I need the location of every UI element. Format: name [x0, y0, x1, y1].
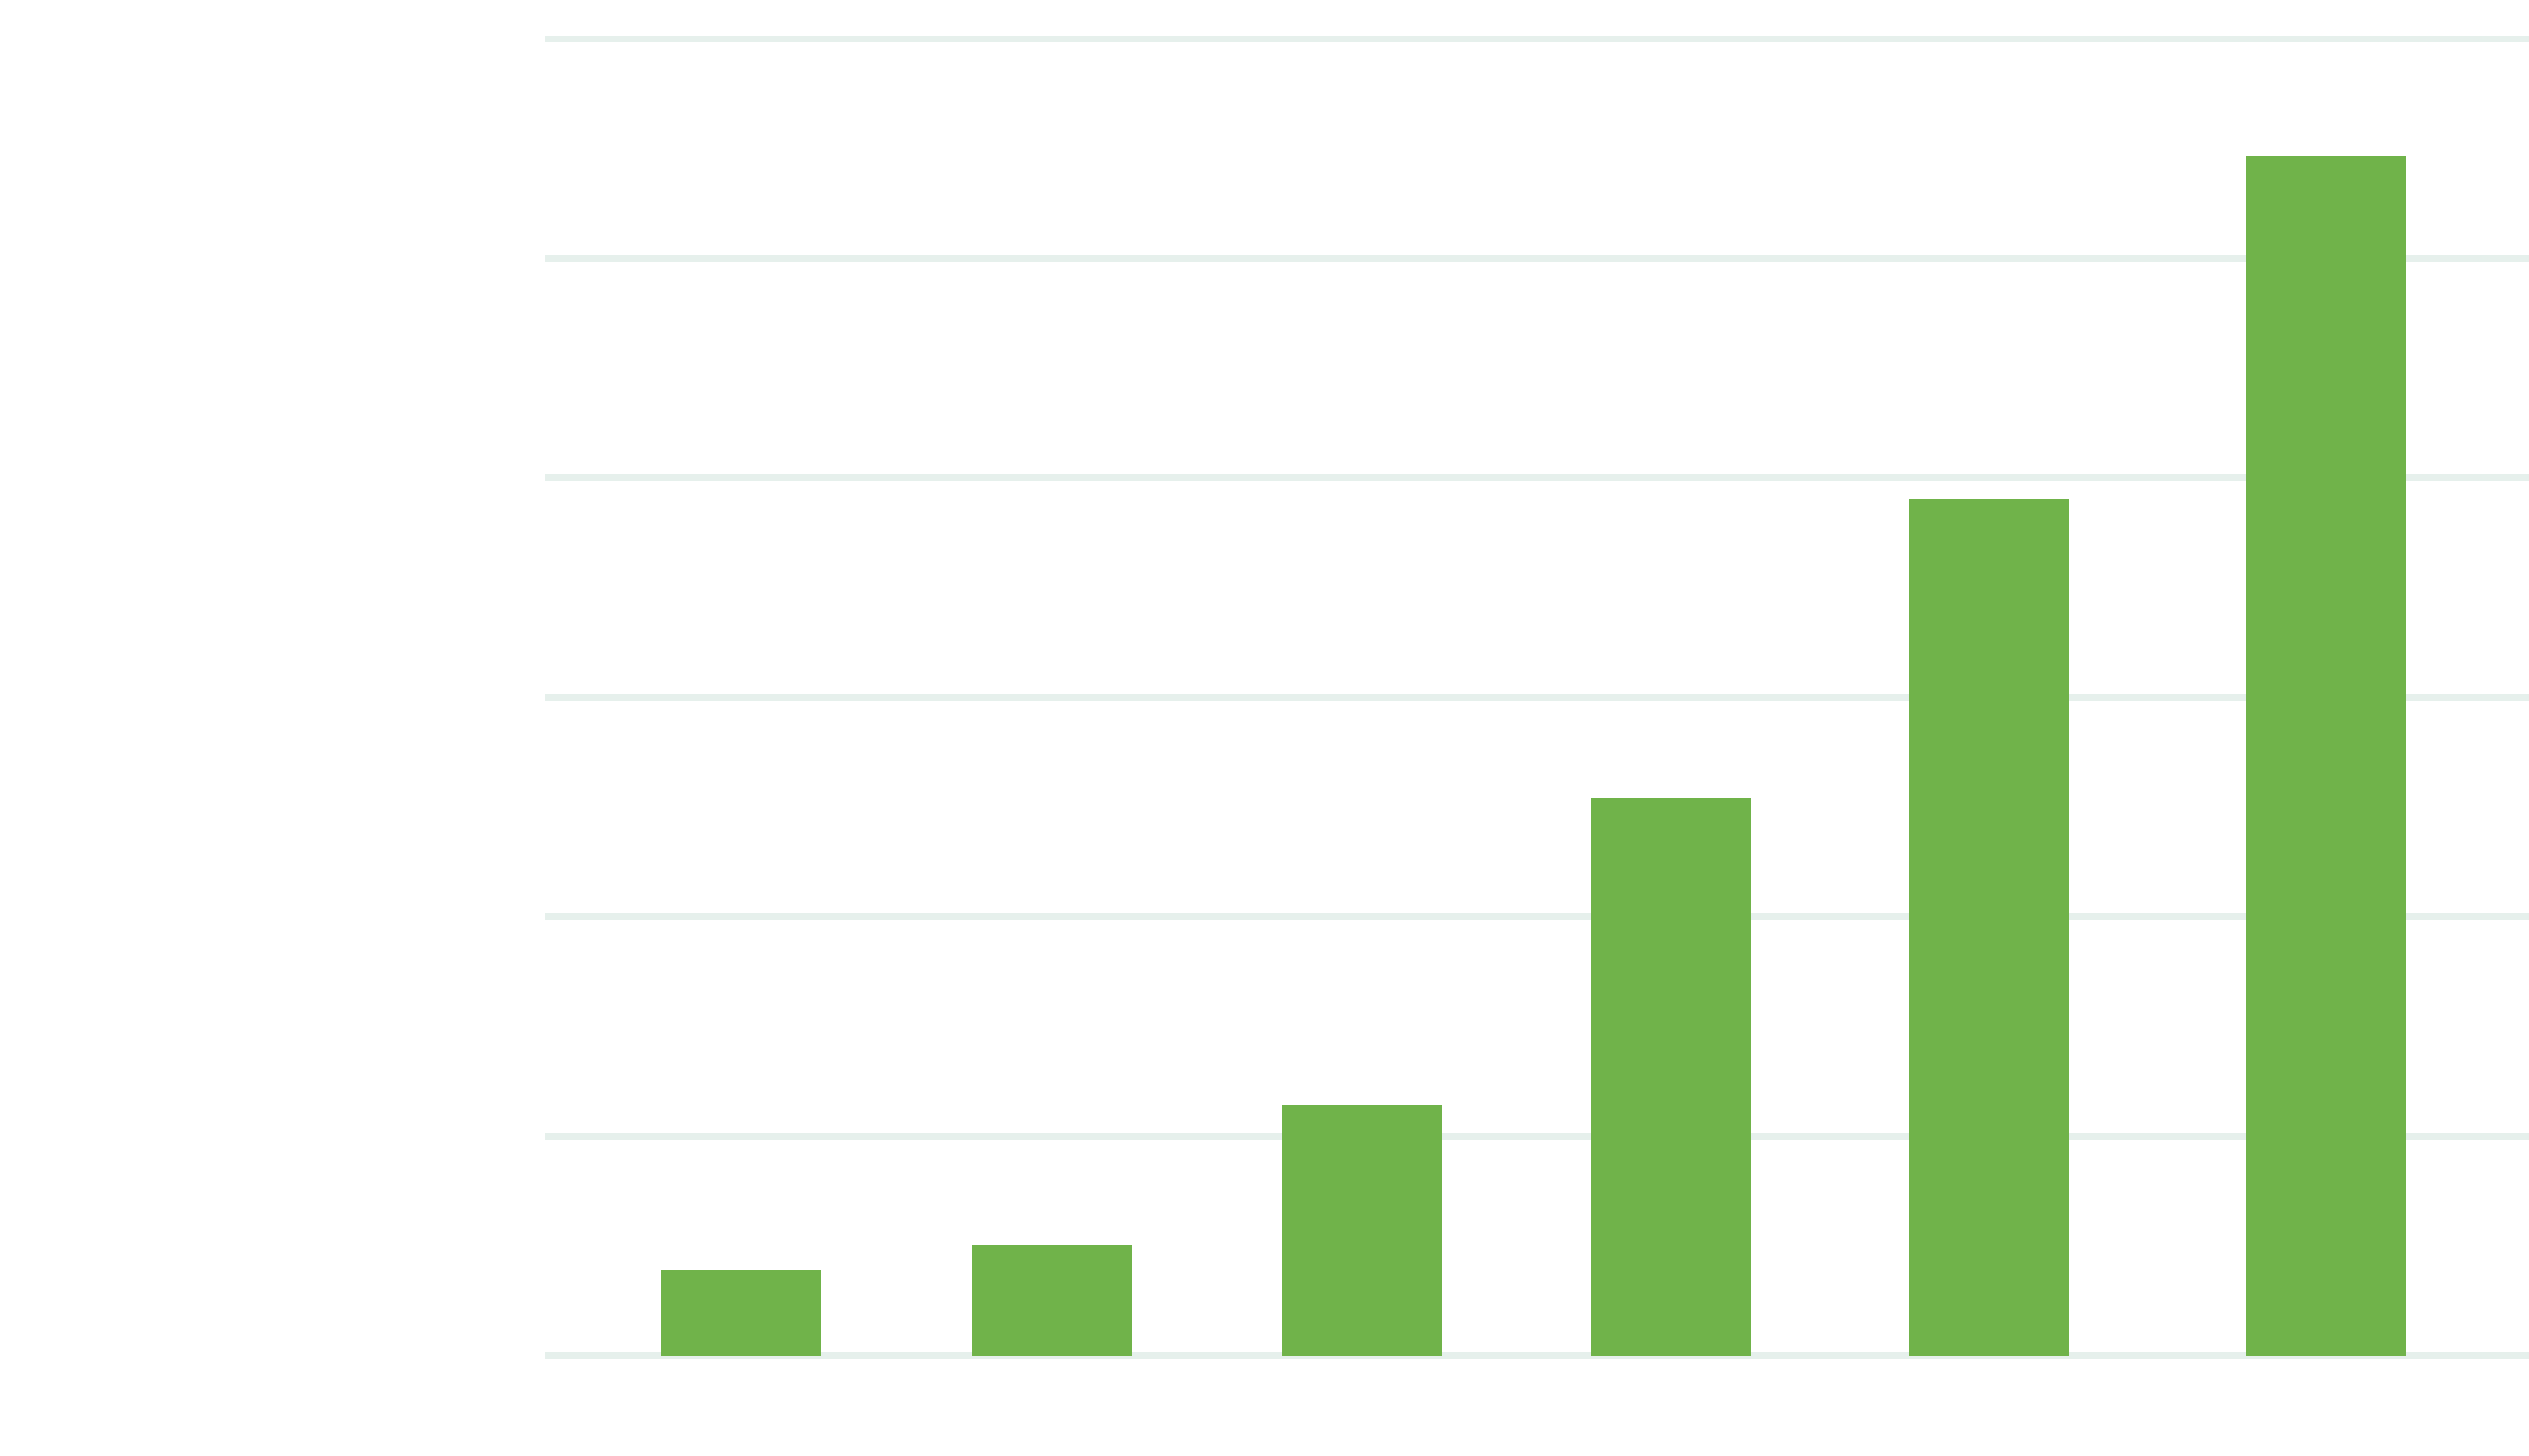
bar-5: [1909, 499, 2069, 1356]
bar-3: [1282, 1105, 1442, 1356]
bars: [661, 156, 2406, 1356]
bar-1: [661, 1270, 821, 1356]
gridlines: [545, 36, 2529, 1359]
bar-6: [2246, 156, 2406, 1356]
bar-4: [1591, 798, 1751, 1356]
bar-2: [972, 1245, 1132, 1356]
